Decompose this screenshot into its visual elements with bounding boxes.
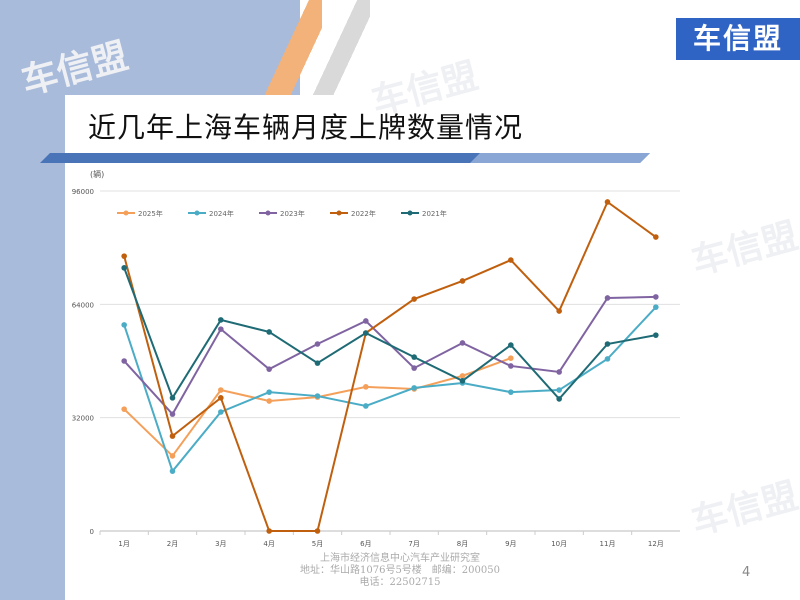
series-line-2025年 xyxy=(123,357,512,458)
decorative-band-left xyxy=(0,0,65,600)
x-tick-label: 1月 xyxy=(118,540,129,548)
y-tick-label: 64000 xyxy=(72,301,94,309)
data-point xyxy=(459,278,466,284)
data-point xyxy=(508,257,514,263)
data-point xyxy=(121,406,127,412)
data-point xyxy=(314,360,321,366)
data-point xyxy=(653,234,659,240)
logo: 车信盟 xyxy=(676,18,800,60)
data-point xyxy=(314,528,321,534)
series-line-2021年 xyxy=(123,267,657,401)
data-point xyxy=(604,356,611,362)
data-point xyxy=(508,389,514,395)
data-point xyxy=(604,295,611,301)
page-title: 近几年上海车辆月度上牌数量情况 xyxy=(88,111,524,144)
data-point xyxy=(508,355,514,361)
x-tick-label: 3月 xyxy=(215,540,226,548)
x-tick-label: 2月 xyxy=(167,540,178,548)
data-point xyxy=(314,393,321,399)
data-point xyxy=(556,308,562,314)
data-point xyxy=(556,387,562,393)
data-point xyxy=(266,366,272,372)
x-tick-label: 10月 xyxy=(551,540,567,548)
data-point xyxy=(459,373,466,379)
title-underline xyxy=(40,153,650,163)
data-point xyxy=(459,378,466,384)
data-point xyxy=(604,341,611,347)
y-tick-label: 96000 xyxy=(72,188,94,196)
data-point xyxy=(556,369,562,375)
data-point xyxy=(604,199,611,205)
line-chart: (辆) 0 32000 64000 96000 1月 2月 3月 4月 5月 6月 7月 8月 9月 10月… xyxy=(72,169,680,548)
data-point xyxy=(121,358,127,364)
legend-label: 2025年 xyxy=(138,209,163,218)
data-point xyxy=(218,326,224,332)
data-point xyxy=(508,342,514,348)
legend-marker xyxy=(407,210,413,216)
data-point xyxy=(266,398,272,404)
decorative-stripe xyxy=(300,0,370,95)
data-point xyxy=(218,395,224,401)
data-point xyxy=(459,340,466,346)
data-point xyxy=(266,528,272,534)
data-point xyxy=(556,396,562,402)
data-point xyxy=(121,253,127,259)
legend-marker xyxy=(336,210,342,216)
data-point xyxy=(411,354,417,360)
data-point xyxy=(363,384,369,390)
x-tick-label: 4月 xyxy=(263,540,274,548)
x-tick-label: 11月 xyxy=(600,540,616,548)
data-point xyxy=(169,395,176,401)
legend-marker xyxy=(123,210,129,216)
data-point xyxy=(653,294,659,300)
watermark: 车信盟 xyxy=(687,475,800,544)
y-tick-label: 0 xyxy=(90,528,94,536)
legend-label: 2023年 xyxy=(280,209,305,218)
data-point xyxy=(653,332,659,338)
data-point xyxy=(218,317,224,323)
data-point xyxy=(363,403,369,409)
page-number: 4 xyxy=(742,565,751,580)
data-point xyxy=(266,389,272,395)
x-tick-label: 6月 xyxy=(360,540,371,548)
decorative-band-top xyxy=(0,0,300,95)
data-point xyxy=(363,318,369,324)
x-tick-label: 8月 xyxy=(457,540,468,548)
series-line-2024年 xyxy=(123,306,657,474)
footer-line: 电话：22502715 xyxy=(359,577,441,588)
data-point xyxy=(266,329,272,335)
data-point xyxy=(411,385,417,391)
data-point xyxy=(363,330,369,336)
data-point xyxy=(411,296,417,302)
footer-line: 上海市经济信息中心汽车产业研究室 xyxy=(320,553,480,564)
data-point xyxy=(411,365,417,371)
x-tick-label: 5月 xyxy=(312,540,323,548)
legend-marker xyxy=(265,210,271,216)
footer-line: 地址：华山路1076号5号楼 邮编：200050 xyxy=(300,565,500,576)
legend-label: 2022年 xyxy=(351,209,376,218)
legend-label: 2021年 xyxy=(422,209,447,218)
y-axis-label: (辆) xyxy=(90,169,104,179)
data-point xyxy=(121,322,127,328)
series-line-2022年 xyxy=(123,200,657,532)
watermark: 车信盟 xyxy=(687,215,800,284)
data-point xyxy=(314,341,321,347)
x-tick-label: 7月 xyxy=(408,540,419,548)
data-point xyxy=(218,387,224,393)
data-point xyxy=(508,363,514,369)
data-point xyxy=(169,453,176,459)
data-point xyxy=(169,433,176,439)
data-point xyxy=(653,304,659,310)
footer: 上海市经济信息中心汽车产业研究室 地址：华山路1076号5号楼 邮编：20005… xyxy=(290,553,510,589)
data-point xyxy=(218,409,224,415)
x-tick-label: 12月 xyxy=(648,540,664,548)
legend-label: 2024年 xyxy=(209,209,234,218)
legend-marker xyxy=(194,210,200,216)
data-point xyxy=(169,468,176,474)
y-tick-label: 32000 xyxy=(72,415,94,423)
x-tick-label: 9月 xyxy=(505,540,516,548)
data-point xyxy=(169,411,176,417)
data-point xyxy=(121,265,127,271)
